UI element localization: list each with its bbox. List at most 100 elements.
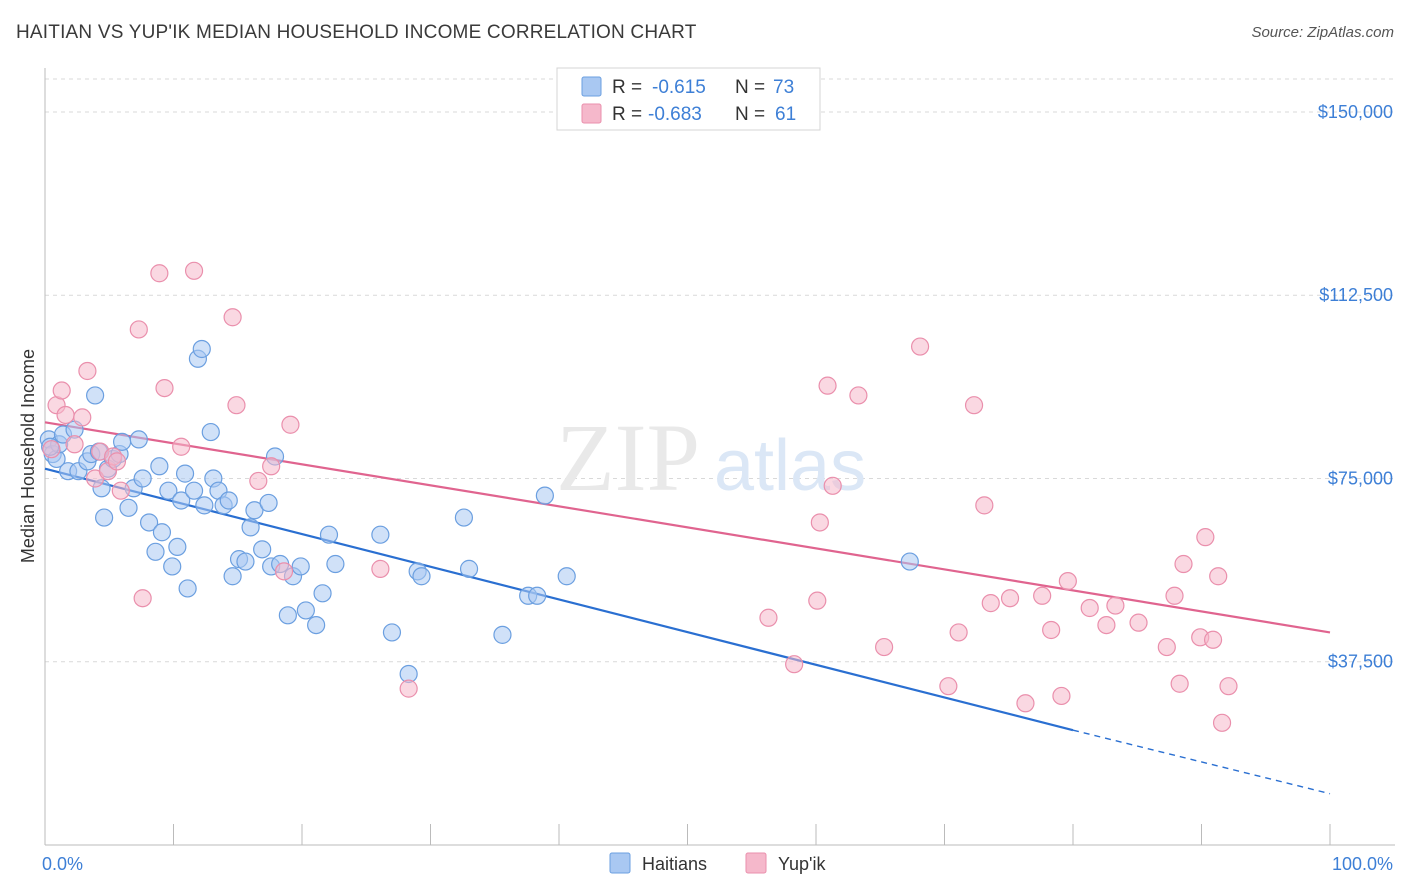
yupik-point-30 [810, 513, 829, 532]
yupik-point-45 [1052, 686, 1071, 706]
grid-lines [45, 78, 1395, 663]
chart-title: HAITIAN VS YUP'IK MEDIAN HOUSEHOLD INCOM… [16, 22, 697, 43]
yupik-point-26 [399, 679, 418, 698]
stats-n-value-1: 73 [773, 77, 794, 98]
yupik-point-13 [129, 320, 148, 339]
haitians-point-45 [245, 501, 264, 520]
haitians-point-68 [528, 586, 547, 605]
yupik-point-33 [849, 386, 868, 405]
yupik-point-24 [281, 415, 300, 434]
yupik-point-54 [1174, 554, 1193, 574]
haitians-point-13 [95, 508, 114, 527]
yupik-point-21 [249, 471, 268, 491]
haitians-point-34 [192, 339, 211, 359]
haitians-point-28 [168, 537, 187, 557]
yupik-point-29 [808, 591, 827, 610]
yupik-point-31 [818, 376, 837, 395]
haitians-trend-extension [1072, 729, 1331, 795]
haitians-point-53 [291, 557, 310, 576]
haitians-trend-line [44, 467, 1074, 732]
yupik-point-27 [759, 608, 778, 627]
haitians-point-32 [184, 481, 204, 500]
yupik-point-40 [981, 594, 1000, 613]
yupik-point-38 [964, 396, 984, 415]
y-tick-label-2: $112,500 [1319, 285, 1393, 305]
haitians-point-25 [152, 523, 172, 542]
legend-label-haitians: Haitians [642, 854, 707, 874]
haitians-point-59 [371, 525, 390, 544]
y-tick-labels: $37,500 $75,000 $112,500 $150,000 [1318, 102, 1393, 672]
yupik-point-52 [1165, 586, 1184, 605]
watermark-zip: ZIP [556, 404, 700, 511]
stats-n-value-2: 61 [775, 104, 796, 125]
stats-r-label-2: R = [612, 104, 642, 125]
stats-n-label-2: N = [735, 104, 765, 125]
haitians-point-10 [86, 386, 105, 405]
yupik-point-48 [1097, 615, 1116, 635]
yupik-point-59 [1212, 713, 1232, 732]
haitians-point-60 [382, 623, 402, 642]
legend-swatch-haitians [609, 852, 631, 874]
yupik-point-60 [1219, 677, 1238, 696]
yupik-point-37 [949, 623, 968, 642]
haitians-point-71 [900, 552, 919, 571]
yupik-point-51 [1157, 637, 1176, 657]
haitians-point-55 [307, 615, 326, 635]
yupik-point-20 [227, 396, 246, 415]
yupik-point-50 [1129, 613, 1148, 632]
haitians-point-56 [313, 584, 332, 603]
haitians-point-66 [493, 625, 512, 644]
yupik-point-25 [371, 559, 390, 578]
haitians-point-23 [146, 542, 165, 561]
axes [44, 68, 1395, 846]
source-label: Source: ZipAtlas.com [1251, 24, 1394, 41]
haitians-point-35 [195, 496, 214, 515]
haitians-point-27 [163, 557, 182, 576]
haitians-point-65 [459, 559, 479, 578]
haitians-point-26 [159, 481, 178, 500]
stats-n-label-1: N = [735, 77, 765, 98]
yupik-point-34 [875, 637, 894, 657]
y-tick-label-3: $150,000 [1318, 102, 1393, 122]
stats-box: R = -0.615 N = 73 R = -0.683 N = 61 [556, 67, 821, 131]
haitians-point-46 [253, 540, 272, 559]
yupik-point-12 [111, 481, 130, 500]
y-tick-label-1: $75,000 [1328, 468, 1393, 488]
yupik-point-14 [133, 589, 152, 608]
haitians-point-63 [412, 567, 431, 586]
yupik-point-49 [1106, 596, 1125, 615]
yupik-point-56 [1196, 528, 1215, 547]
stats-swatch-haitians [581, 76, 602, 97]
yupik-point-16 [155, 378, 174, 398]
haitians-point-31 [178, 579, 197, 598]
haitians-point-18 [119, 498, 138, 517]
legend-label-yupik: Yup'ik [778, 854, 826, 874]
haitians-point-41 [223, 567, 242, 586]
yupik-point-57 [1203, 630, 1223, 649]
y-tick-label-0: $37,500 [1328, 652, 1393, 672]
haitians-point-17 [112, 432, 132, 451]
yupik-point-35 [910, 337, 930, 356]
yupik-point-39 [975, 496, 994, 515]
legend: Haitians Yup'ik [609, 852, 826, 874]
yupik-point-36 [939, 677, 958, 696]
yupik-point-28 [785, 655, 804, 674]
haitians-point-57 [319, 525, 339, 544]
haitians-point-24 [150, 457, 169, 476]
yupik-point-32 [823, 476, 842, 495]
yupik-point-22 [262, 457, 281, 476]
yupik-point-47 [1080, 598, 1099, 618]
yupik-point-58 [1209, 567, 1228, 586]
yupik-point-2 [52, 381, 71, 400]
stats-r-value-2: -0.683 [648, 104, 702, 125]
haitians-point-21 [133, 469, 152, 488]
haitians-point-29 [172, 491, 191, 510]
yupik-point-11 [107, 452, 127, 471]
stats-r-label-1: R = [612, 77, 642, 98]
haitians-point-43 [236, 552, 255, 571]
haitians-point-54 [296, 601, 315, 620]
haitians-point-70 [557, 567, 576, 586]
x-tick-label-1: 100.0% [1332, 854, 1393, 874]
haitians-point-64 [454, 508, 474, 527]
yupik-point-53 [1170, 674, 1189, 693]
